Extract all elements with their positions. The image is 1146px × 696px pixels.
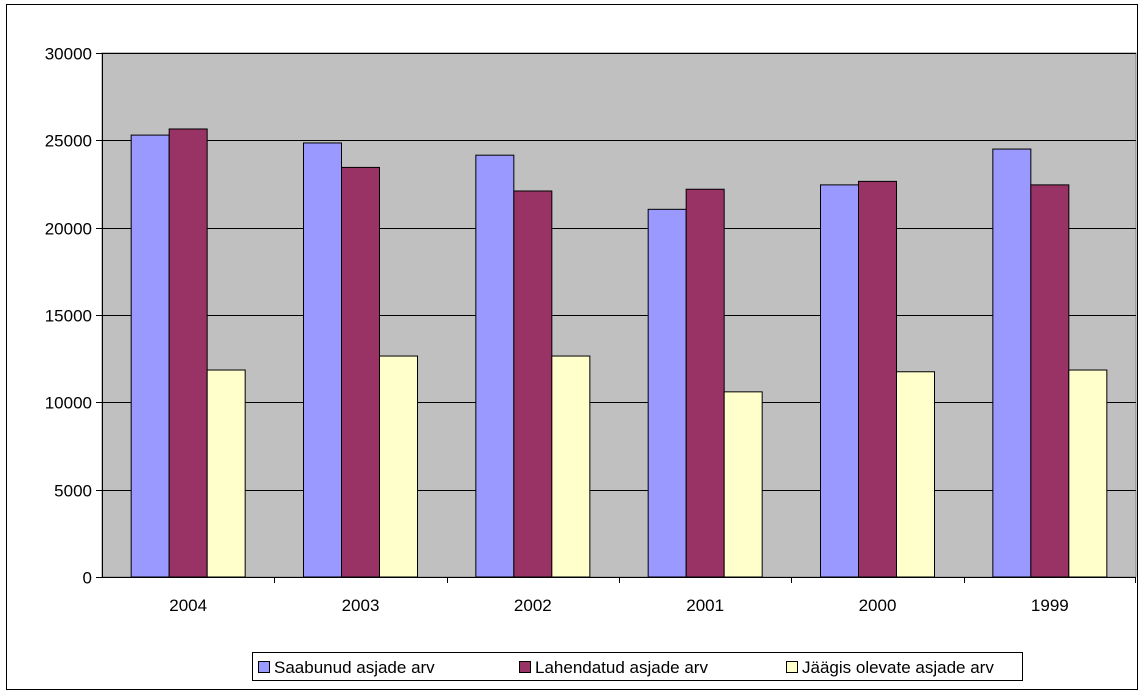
x-tick-label: 2004	[169, 596, 207, 615]
legend-label-3: Jäägis olevate asjade arv	[802, 658, 994, 677]
bar-1-2003	[303, 142, 342, 578]
y-tick-label: 25000	[45, 132, 92, 151]
bar-2-2004	[168, 128, 208, 578]
legend	[252, 652, 1023, 681]
legend-swatch-2	[519, 661, 531, 673]
bar-1-2002	[475, 154, 515, 578]
x-tick-label: 2000	[859, 596, 897, 615]
bar-1-2000	[820, 184, 859, 578]
bar-3-1999	[1068, 369, 1108, 578]
bar-3-2003	[379, 355, 418, 578]
x-tick-label: 2003	[342, 596, 380, 615]
bar-1-2004	[130, 134, 170, 578]
bar-3-2000	[896, 371, 935, 578]
y-tick-label: 5000	[54, 482, 92, 501]
x-tick-label: 1999	[1031, 596, 1069, 615]
bar-3-2001	[723, 391, 763, 578]
bar-2-2003	[341, 166, 380, 578]
legend-label-1: Saabunud asjade arv	[274, 658, 435, 677]
legend-swatch-3	[786, 661, 798, 673]
bar-1-1999	[992, 148, 1032, 578]
bar-3-2002	[551, 355, 591, 578]
bar-2-2000	[858, 180, 897, 578]
bar-1-2001	[647, 208, 687, 578]
bar-2-2002	[513, 190, 553, 578]
legend-label-2: Lahendatud asjade arv	[535, 658, 708, 677]
legend-swatch-1	[258, 661, 270, 673]
bar-2-2001	[685, 188, 725, 578]
y-tick-label: 15000	[45, 307, 92, 326]
x-tick-label: 2002	[514, 596, 552, 615]
bar-2-1999	[1030, 184, 1070, 578]
y-tick-label: 20000	[45, 220, 92, 239]
y-tick-label: 0	[83, 569, 92, 588]
y-tick-label: 10000	[45, 394, 92, 413]
x-tick-label: 2001	[686, 596, 724, 615]
y-tick-label: 30000	[45, 45, 92, 64]
bar-3-2004	[206, 369, 246, 578]
